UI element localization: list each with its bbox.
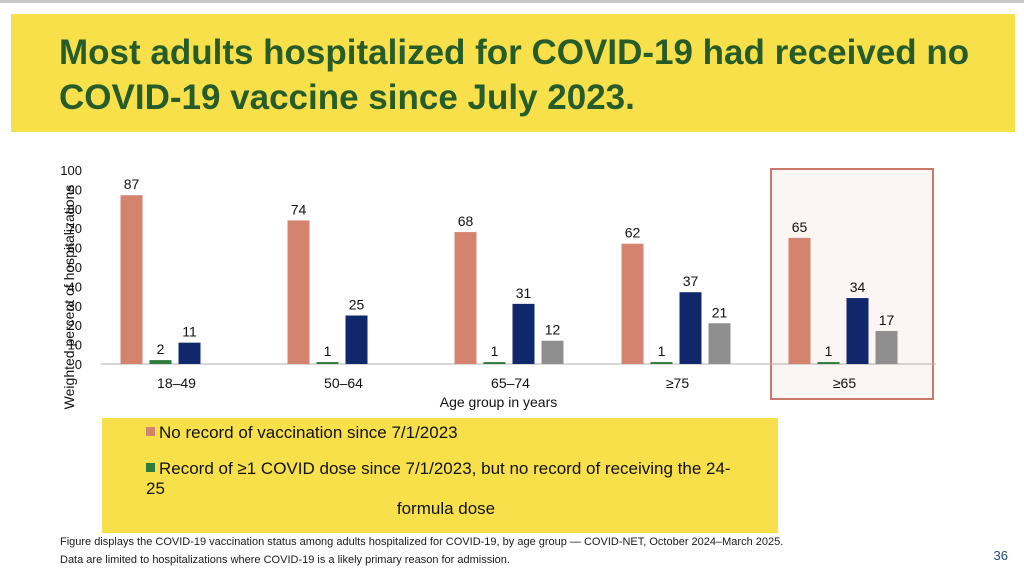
data-label-ge65-series-4: 17 bbox=[879, 312, 895, 328]
bar-chart: 0 10 20 30 40 50 60 70 80 90 100 87 2 11 18–49 74 1 25 50–… bbox=[56, 150, 956, 420]
x-axis-title: Age group in years bbox=[440, 394, 558, 410]
legend-item-dose-no-2425: Record of ≥1 COVID dose since 7/1/2023, … bbox=[146, 459, 746, 519]
data-label-ge65-series-1: 65 bbox=[792, 219, 808, 235]
data-label-ge75-series-1: 62 bbox=[625, 225, 641, 241]
bar-65-74-series-3 bbox=[512, 303, 535, 364]
bar-ge65-series-4 bbox=[875, 331, 898, 364]
y-axis-title: Weighted percent of hospitalizations bbox=[61, 185, 77, 410]
bar-ge65-series-3 bbox=[846, 298, 869, 364]
title-banner: Most adults hospitalized for COVID-19 ha… bbox=[11, 14, 1015, 132]
bar-chart-svg: 01020304050607080901008721118–497412550–… bbox=[60, 163, 936, 410]
top-divider bbox=[0, 0, 1024, 3]
y-tick-label: 100 bbox=[60, 163, 82, 178]
legend: No record of vaccination since 7/1/2023 … bbox=[102, 418, 778, 533]
bar-ge65-series-1 bbox=[788, 237, 811, 364]
bar-ge65-series-2 bbox=[817, 362, 840, 364]
legend-swatch-dose-no-2425 bbox=[146, 463, 155, 472]
data-label-ge75-series-3: 37 bbox=[683, 273, 699, 289]
slide-number: 36 bbox=[993, 548, 1008, 563]
bar-65-74-series-1 bbox=[454, 232, 477, 364]
bar-50-64-series-3 bbox=[345, 315, 368, 364]
bar-18-49-series-1 bbox=[120, 195, 143, 364]
legend-item-no-vaccination: No record of vaccination since 7/1/2023 bbox=[146, 423, 458, 443]
bar-ge75-series-1 bbox=[621, 243, 644, 364]
data-label-18-49-series-2: 2 bbox=[157, 341, 165, 357]
data-label-ge75-series-2: 1 bbox=[658, 343, 666, 359]
legend-label-dose-no-2425: Record of ≥1 COVID dose since 7/1/2023, … bbox=[146, 459, 731, 498]
y-tick-label: 20 bbox=[68, 318, 82, 333]
x-tick-label-65-74: 65–74 bbox=[491, 375, 530, 391]
slide-title: Most adults hospitalized for COVID-19 ha… bbox=[59, 33, 970, 117]
y-tick-label: 60 bbox=[68, 241, 82, 256]
x-tick-label-ge75: ≥75 bbox=[666, 375, 689, 391]
data-label-50-64-series-2: 1 bbox=[324, 343, 332, 359]
bar-50-64-series-1 bbox=[287, 220, 310, 364]
y-tick-label: 40 bbox=[68, 279, 82, 294]
data-label-65-74-series-4: 12 bbox=[545, 322, 561, 338]
bar-65-74-series-4 bbox=[541, 340, 564, 364]
footnote-data-limitation: Data are limited to hospitalizations whe… bbox=[60, 554, 510, 566]
bar-18-49-series-3 bbox=[178, 342, 201, 364]
data-label-50-64-series-3: 25 bbox=[349, 297, 365, 313]
data-label-65-74-series-2: 1 bbox=[491, 343, 499, 359]
footnote-figure-description: Figure displays the COVID-19 vaccination… bbox=[60, 536, 784, 548]
bar-18-49-series-2 bbox=[149, 360, 172, 364]
x-tick-label-18-49: 18–49 bbox=[157, 375, 196, 391]
data-label-18-49-series-3: 11 bbox=[182, 324, 197, 340]
y-tick-label: 50 bbox=[68, 260, 82, 275]
data-label-18-49-series-1: 87 bbox=[124, 176, 140, 192]
y-tick-label: 90 bbox=[68, 182, 82, 197]
bar-65-74-series-2 bbox=[483, 362, 506, 364]
y-tick-label: 80 bbox=[68, 202, 82, 217]
legend-label-dose-no-2425-continued: formula dose bbox=[396, 499, 496, 518]
bar-50-64-series-2 bbox=[316, 362, 339, 364]
data-label-65-74-series-1: 68 bbox=[458, 213, 474, 229]
y-tick-label: 0 bbox=[75, 357, 82, 372]
data-label-65-74-series-3: 31 bbox=[516, 285, 532, 301]
legend-swatch-no-vaccination bbox=[146, 427, 155, 436]
data-label-ge65-series-2: 1 bbox=[825, 343, 833, 359]
y-tick-label: 70 bbox=[68, 221, 82, 236]
data-label-ge65-series-3: 34 bbox=[850, 279, 866, 295]
x-tick-label-50-64: 50–64 bbox=[324, 375, 363, 391]
bar-ge75-series-4 bbox=[708, 323, 731, 364]
y-tick-label: 10 bbox=[68, 338, 82, 353]
y-tick-label: 30 bbox=[68, 299, 82, 314]
bar-ge75-series-2 bbox=[650, 362, 673, 364]
x-tick-label-ge65: ≥65 bbox=[833, 375, 856, 391]
legend-label-no-vaccination: No record of vaccination since 7/1/2023 bbox=[159, 423, 458, 442]
data-label-ge75-series-4: 21 bbox=[712, 304, 728, 320]
data-label-50-64-series-1: 74 bbox=[291, 201, 307, 217]
bar-ge75-series-3 bbox=[679, 292, 702, 364]
